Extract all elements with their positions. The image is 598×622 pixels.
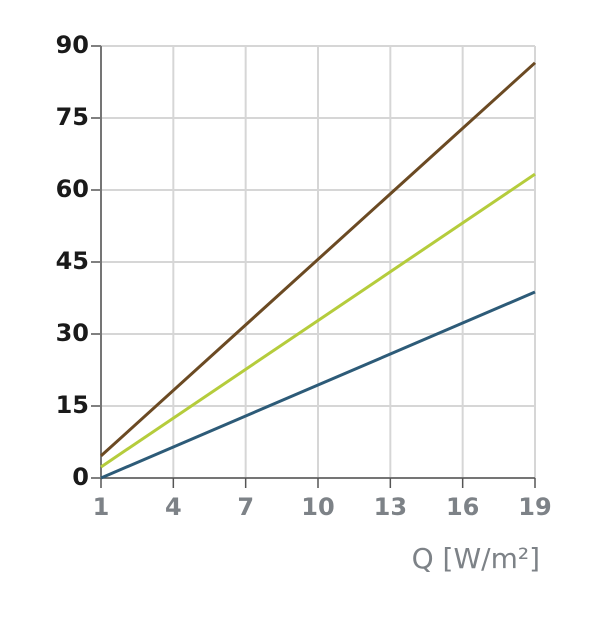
x-axis-label: Q [W/m²]: [412, 542, 540, 575]
x-tick-label: 16: [446, 493, 479, 521]
x-tick-label: 13: [374, 493, 407, 521]
line-series: [100, 172, 536, 469]
y-tick-label: 30: [56, 319, 89, 347]
x-tick-label: 4: [165, 493, 182, 521]
y-tick-label: 75: [56, 103, 89, 131]
y-tick-label: 90: [56, 31, 89, 59]
x-tick-label: 1: [93, 493, 110, 521]
x-tick-label: 19: [518, 493, 551, 521]
y-tick-label: 0: [72, 463, 89, 491]
y-tick-label: 60: [56, 175, 89, 203]
y-tick-label: 15: [56, 391, 89, 419]
x-tick-label: 10: [301, 493, 334, 521]
x-tick-label: 7: [237, 493, 254, 521]
y-tick-label: 45: [56, 247, 89, 275]
line-series: [100, 290, 536, 480]
line-series: [99, 61, 537, 458]
